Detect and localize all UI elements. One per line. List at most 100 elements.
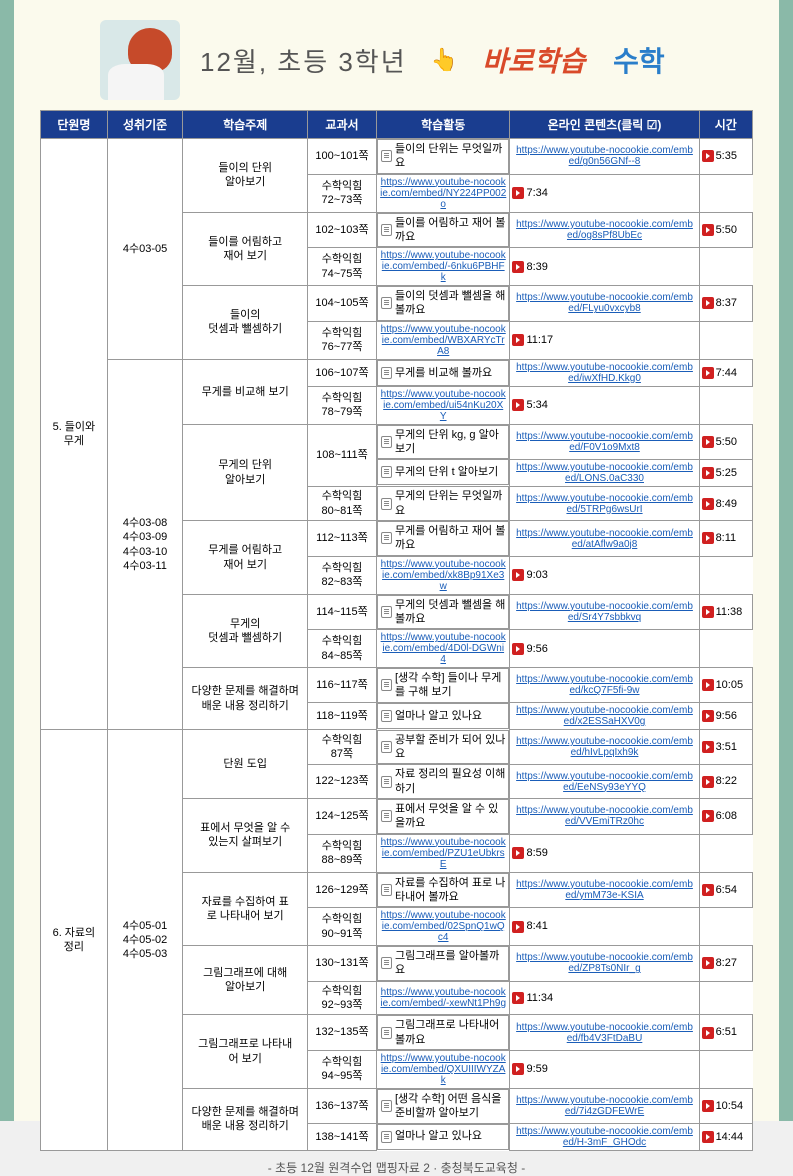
note-icon [381,679,392,691]
content-link[interactable]: https://www.youtube-nocookie.com/embed/P… [376,834,510,872]
standard-code: 4수03-05 [107,139,183,360]
duration: 8:49 [699,486,752,521]
duration: 11:34 [510,981,699,1015]
play-icon [512,847,524,859]
activity-text: 들이의 단위는 무엇일까요 [395,142,506,171]
content-link[interactable]: https://www.youtube-nocookie.com/embed/x… [376,556,510,594]
duration-text: 7:34 [526,187,547,199]
click-icon: 👆 [431,47,458,73]
standard-code: 4수05-014수05-024수05-03 [107,730,183,1151]
duration: 6:08 [699,799,752,834]
activity-text: 들이를 어림하고 재어 볼까요 [395,216,506,245]
content-link[interactable]: https://www.youtube-nocookie.com/embed/7… [510,1088,699,1123]
content-link[interactable]: https://www.youtube-nocookie.com/embed/h… [510,730,699,765]
note-icon [381,776,392,788]
duration: 7:44 [699,359,752,386]
duration: 6:51 [699,1015,752,1051]
note-icon [381,436,392,448]
note-icon [381,710,392,722]
textbook-page: 수학익힘87쪽 [307,730,376,765]
content-link[interactable]: https://www.youtube-nocookie.com/embed/y… [510,872,699,908]
topic: 표에서 무엇을 알 수있는지 살펴보기 [183,799,308,872]
content-link[interactable]: https://www.youtube-nocookie.com/embed/4… [376,630,510,668]
note-icon [381,466,392,478]
activity: 무게를 비교해 볼까요 [377,360,510,386]
table-body: 5. 들이와무게4수03-05들이의 단위알아보기100~101쪽들이의 단위는… [41,139,753,1151]
duration-text: 6:08 [716,810,737,822]
duration-text: 8:41 [526,920,547,932]
duration: 5:34 [510,386,699,424]
content-link[interactable]: https://www.youtube-nocookie.com/embed/Q… [376,1050,510,1088]
activity: 무게의 덧셈과 뺄셈을 해 볼까요 [377,595,510,630]
content-link[interactable]: https://www.youtube-nocookie.com/embed/5… [510,486,699,521]
activity-text: 무게의 단위는 무엇일까요 [395,489,506,518]
activity: 얼마나 알고 있나요 [377,1124,510,1150]
note-icon [381,957,392,969]
activity: 무게를 어림하고 재어 볼까요 [377,521,510,556]
content-link[interactable]: https://www.youtube-nocookie.com/embed/0… [376,908,510,946]
content-link[interactable]: https://www.youtube-nocookie.com/embed/N… [376,174,510,212]
content-link[interactable]: https://www.youtube-nocookie.com/embed/Z… [510,946,699,982]
duration: 8:41 [510,908,699,946]
activity: [생각 수학] 어떤 음식을 준비할까 알아보기 [377,1089,510,1124]
duration: 8:37 [699,286,752,322]
duration-text: 9:03 [526,569,547,581]
topic: 들이의덧셈과 뺄셈하기 [183,286,308,360]
topic: 다양한 문제를 해결하며배운 내용 정리하기 [183,668,308,730]
content-link[interactable]: https://www.youtube-nocookie.com/embed/F… [510,424,699,459]
duration-text: 14:44 [716,1131,744,1143]
content-link[interactable]: https://www.youtube-nocookie.com/embed/-… [376,248,510,286]
activity-text: 무게의 단위 kg, g 알아보기 [395,428,506,457]
unit-name: 5. 들이와무게 [41,139,108,730]
textbook-page: 138~141쪽 [307,1124,376,1151]
topic: 무게의 단위알아보기 [183,424,308,521]
content-link[interactable]: https://www.youtube-nocookie.com/embed/a… [510,521,699,556]
content-link[interactable]: https://www.youtube-nocookie.com/embed/F… [510,286,699,322]
content-link[interactable]: https://www.youtube-nocookie.com/embed/f… [510,1015,699,1051]
content-link[interactable]: https://www.youtube-nocookie.com/embed/H… [510,1124,699,1151]
content-link[interactable]: https://www.youtube-nocookie.com/embed/E… [510,764,699,799]
col-header: 성취기준 [107,111,183,139]
textbook-page: 130~131쪽 [307,946,376,982]
content-link[interactable]: https://www.youtube-nocookie.com/embed/S… [510,594,699,630]
textbook-page: 136~137쪽 [307,1088,376,1123]
activity: 공부할 준비가 되어 있나요 [377,730,510,765]
content-link[interactable]: https://www.youtube-nocookie.com/embed/g… [510,139,699,175]
duration: 9:56 [510,630,699,668]
play-icon [702,1027,714,1039]
textbook-page: 116~117쪽 [307,668,376,703]
play-icon [702,679,714,691]
textbook-page: 102~103쪽 [307,212,376,248]
activity-text: [생각 수학] 들이나 무게를 구해 보기 [395,671,506,700]
activity: 무게의 단위는 무엇일까요 [377,486,510,521]
textbook-page: 수학익힘76~77쪽 [307,321,376,359]
content-link[interactable]: https://www.youtube-nocookie.com/embed/W… [376,321,510,359]
duration: 8:22 [699,764,752,799]
content-link[interactable]: https://www.youtube-nocookie.com/embed/-… [376,981,510,1015]
table-row: 5. 들이와무게4수03-05들이의 단위알아보기100~101쪽들이의 단위는… [41,139,753,175]
activity-text: 공부할 준비가 되어 있나요 [395,733,506,762]
content-link[interactable]: https://www.youtube-nocookie.com/embed/o… [510,212,699,248]
header-study: 바로학습 [482,40,585,80]
content-link[interactable]: https://www.youtube-nocookie.com/embed/x… [510,703,699,730]
duration-text: 8:22 [716,775,737,787]
content-link[interactable]: https://www.youtube-nocookie.com/embed/i… [510,359,699,386]
duration-text: 10:05 [716,679,744,691]
note-icon [381,1131,392,1143]
content-link[interactable]: https://www.youtube-nocookie.com/embed/k… [510,668,699,703]
duration-text: 9:56 [716,710,737,722]
duration: 10:05 [699,668,752,703]
duration-text: 8:39 [526,261,547,273]
content-link[interactable]: https://www.youtube-nocookie.com/embed/L… [510,459,699,486]
duration-text: 9:59 [526,1063,547,1075]
duration-text: 11:17 [526,334,553,346]
activity: [생각 수학] 들이나 무게를 구해 보기 [377,668,510,703]
play-icon [702,532,714,544]
duration-text: 8:49 [716,498,737,510]
content-link[interactable]: https://www.youtube-nocookie.com/embed/u… [376,386,510,424]
duration: 8:27 [699,946,752,982]
activity-text: 들이의 덧셈과 뺄셈을 해 볼까요 [395,289,506,318]
textbook-page: 118~119쪽 [307,703,376,730]
content-link[interactable]: https://www.youtube-nocookie.com/embed/V… [510,799,699,834]
activity-text: 자료 정리의 필요성 이해하기 [395,767,506,796]
